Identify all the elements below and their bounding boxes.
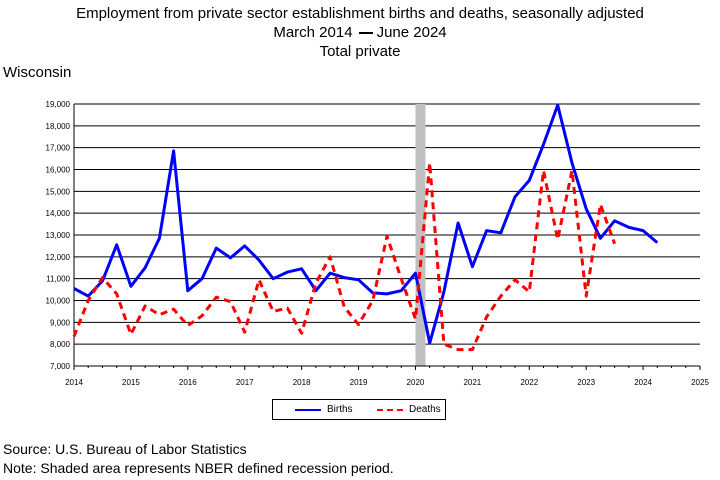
y-tick-label: 17,000 <box>46 144 71 153</box>
x-tick-label: 2023 <box>577 378 595 387</box>
x-tick-label: 2015 <box>122 378 140 387</box>
recession-band <box>415 104 426 366</box>
legend-item-births: Births <box>295 404 353 415</box>
y-tick-label: 16,000 <box>46 166 71 175</box>
x-tick-label: 2018 <box>293 378 311 387</box>
recession-shade <box>415 104 426 366</box>
legend-item-deaths: Deaths <box>377 404 441 415</box>
y-tick-label: 15,000 <box>46 187 71 196</box>
x-tick-label: 2014 <box>65 378 83 387</box>
y-tick-label: 19,000 <box>46 100 71 109</box>
x-tick-label: 2024 <box>634 378 652 387</box>
y-tick-label: 11,000 <box>46 275 70 284</box>
legend-label-births: Births <box>327 404 353 415</box>
x-tick-label: 2025 <box>691 378 709 387</box>
source-note: Source: U.S. Bureau of Labor Statistics <box>3 441 247 457</box>
dash-line-icon <box>358 32 373 35</box>
y-tick-label: 13,000 <box>46 231 71 240</box>
chart-title: Employment from private sector establish… <box>76 5 644 22</box>
chart-axes: 7,000 8,000 9,000 10,000 11,000 12,000 13,000 1… <box>46 100 710 387</box>
x-tick-label: 2021 <box>463 378 481 387</box>
y-tick-label: 10,000 <box>46 297 71 306</box>
date-range-start: March 2014 <box>273 24 353 41</box>
y-tick-label: 12,000 <box>46 253 71 262</box>
y-tick-label: 9,000 <box>50 318 71 327</box>
chart-legend: Births Deaths <box>272 399 446 420</box>
chart-subtitle: Total private <box>319 43 401 60</box>
x-tick-label: 2022 <box>520 378 538 387</box>
chart-date-range: March 2014 June 2024 <box>0 23 720 42</box>
date-range-end: June 2024 <box>376 24 447 41</box>
x-tick-label: 2020 <box>407 378 425 387</box>
y-tick-label: 7,000 <box>50 362 71 371</box>
region-label: Wisconsin <box>3 64 72 81</box>
x-tick-label: 2017 <box>236 378 254 387</box>
chart-series <box>72 103 659 352</box>
line-chart: 7,000 8,000 9,000 10,000 11,000 12,000 13,000 1… <box>46 100 710 387</box>
legend-swatch-births <box>295 408 321 411</box>
legend-label-deaths: Deaths <box>409 404 441 415</box>
x-tick-label: 2019 <box>350 378 368 387</box>
series-line-deaths <box>72 161 617 352</box>
y-tick-label: 14,000 <box>46 209 71 218</box>
x-tick-label: 2016 <box>179 378 197 387</box>
y-tick-label: 8,000 <box>50 340 71 349</box>
series-line-births <box>73 103 659 345</box>
y-tick-label: 18,000 <box>46 122 71 131</box>
recession-note: Note: Shaded area represents NBER define… <box>3 460 394 476</box>
grid-lines <box>74 103 700 367</box>
legend-swatch-deaths <box>377 408 403 411</box>
